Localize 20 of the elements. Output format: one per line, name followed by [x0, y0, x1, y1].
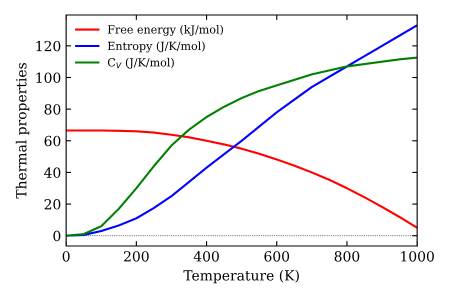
y-tick-label: 100 — [36, 72, 60, 83]
x-tick-label: 800 — [334, 251, 360, 262]
y-tick-label: 120 — [36, 40, 60, 52]
x-tick-label: 600 — [264, 251, 290, 262]
x-tick-label: 400 — [194, 251, 219, 262]
x-tick-label: 200 — [124, 251, 149, 262]
y-tick-label: 60 — [44, 136, 60, 146]
legend-label: C$_{V}$ (J/K/mol) — [108, 58, 174, 69]
y-tick-label: 80 — [44, 104, 60, 115]
line-series — [66, 129, 418, 229]
line-series — [66, 56, 418, 237]
y-tick-label: 20 — [44, 199, 60, 210]
y-axis-title: Thermal properties — [16, 63, 30, 199]
x-tick-label: 1000 — [401, 251, 434, 262]
legend-label: Free energy (kJ/mol) — [108, 25, 224, 36]
legend-label: Entropy (J/K/mol) — [108, 41, 205, 52]
y-tick-label: 0 — [53, 230, 60, 242]
x-tick-label: 0 — [62, 251, 70, 262]
y-tick-label: 40 — [44, 167, 60, 178]
x-axis-title: Temperature (K) — [183, 270, 299, 284]
